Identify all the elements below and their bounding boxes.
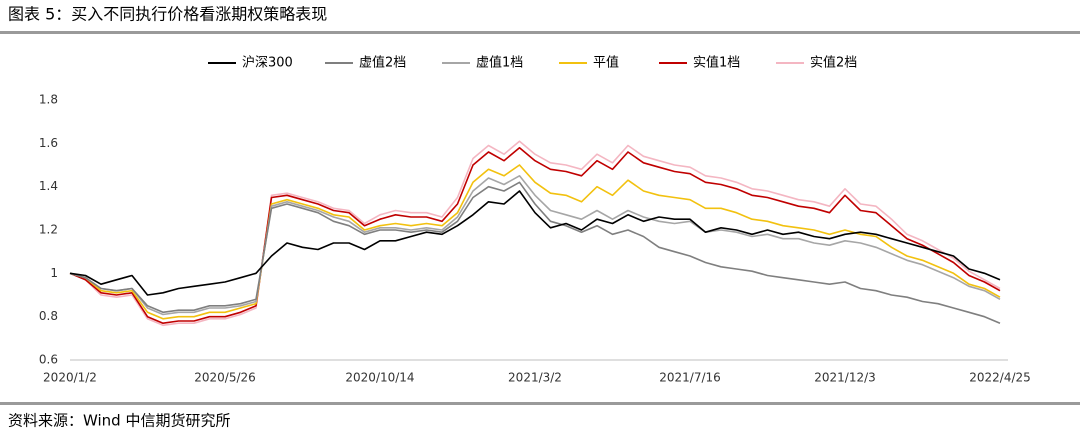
x-tick-label: 2021/7/16 xyxy=(659,371,721,385)
x-tick-label: 2020/1/2 xyxy=(43,371,97,385)
series-line xyxy=(69,175,1001,316)
footer-rule xyxy=(0,402,1080,405)
chart-title: 图表 5：买入不同执行价格看涨期权策略表现 xyxy=(8,5,327,24)
y-tick-label: 1 xyxy=(50,266,58,280)
series-line xyxy=(69,146,1001,324)
series-line xyxy=(69,181,1001,324)
header-rule xyxy=(0,31,1080,34)
y-tick-label: 1.6 xyxy=(39,136,58,150)
series-line xyxy=(69,164,1001,320)
series-line xyxy=(69,140,1001,327)
x-tick-label: 2021/12/3 xyxy=(814,371,876,385)
x-tick-label: 2021/3/2 xyxy=(508,371,562,385)
legend-label: 沪深300 xyxy=(242,55,293,71)
series-line xyxy=(69,190,1001,296)
y-tick-label: 0.8 xyxy=(39,309,58,323)
x-tick-label: 2022/4/25 xyxy=(969,371,1031,385)
source-note: 资料来源：Wind 中信期货研究所 xyxy=(8,412,230,430)
legend-label: 虚值1档 xyxy=(476,55,523,71)
x-tick-label: 2020/5/26 xyxy=(194,371,256,385)
legend-label: 虚值2档 xyxy=(359,55,406,71)
legend-label: 实值1档 xyxy=(693,55,740,71)
x-tick-label: 2020/10/14 xyxy=(345,371,414,385)
legend-label: 平值 xyxy=(593,55,619,71)
legend-label: 实值2档 xyxy=(810,55,857,71)
y-tick-label: 1.4 xyxy=(39,179,58,193)
y-tick-label: 1.2 xyxy=(39,223,58,237)
y-tick-label: 0.6 xyxy=(39,353,58,367)
y-tick-label: 1.8 xyxy=(39,93,58,107)
